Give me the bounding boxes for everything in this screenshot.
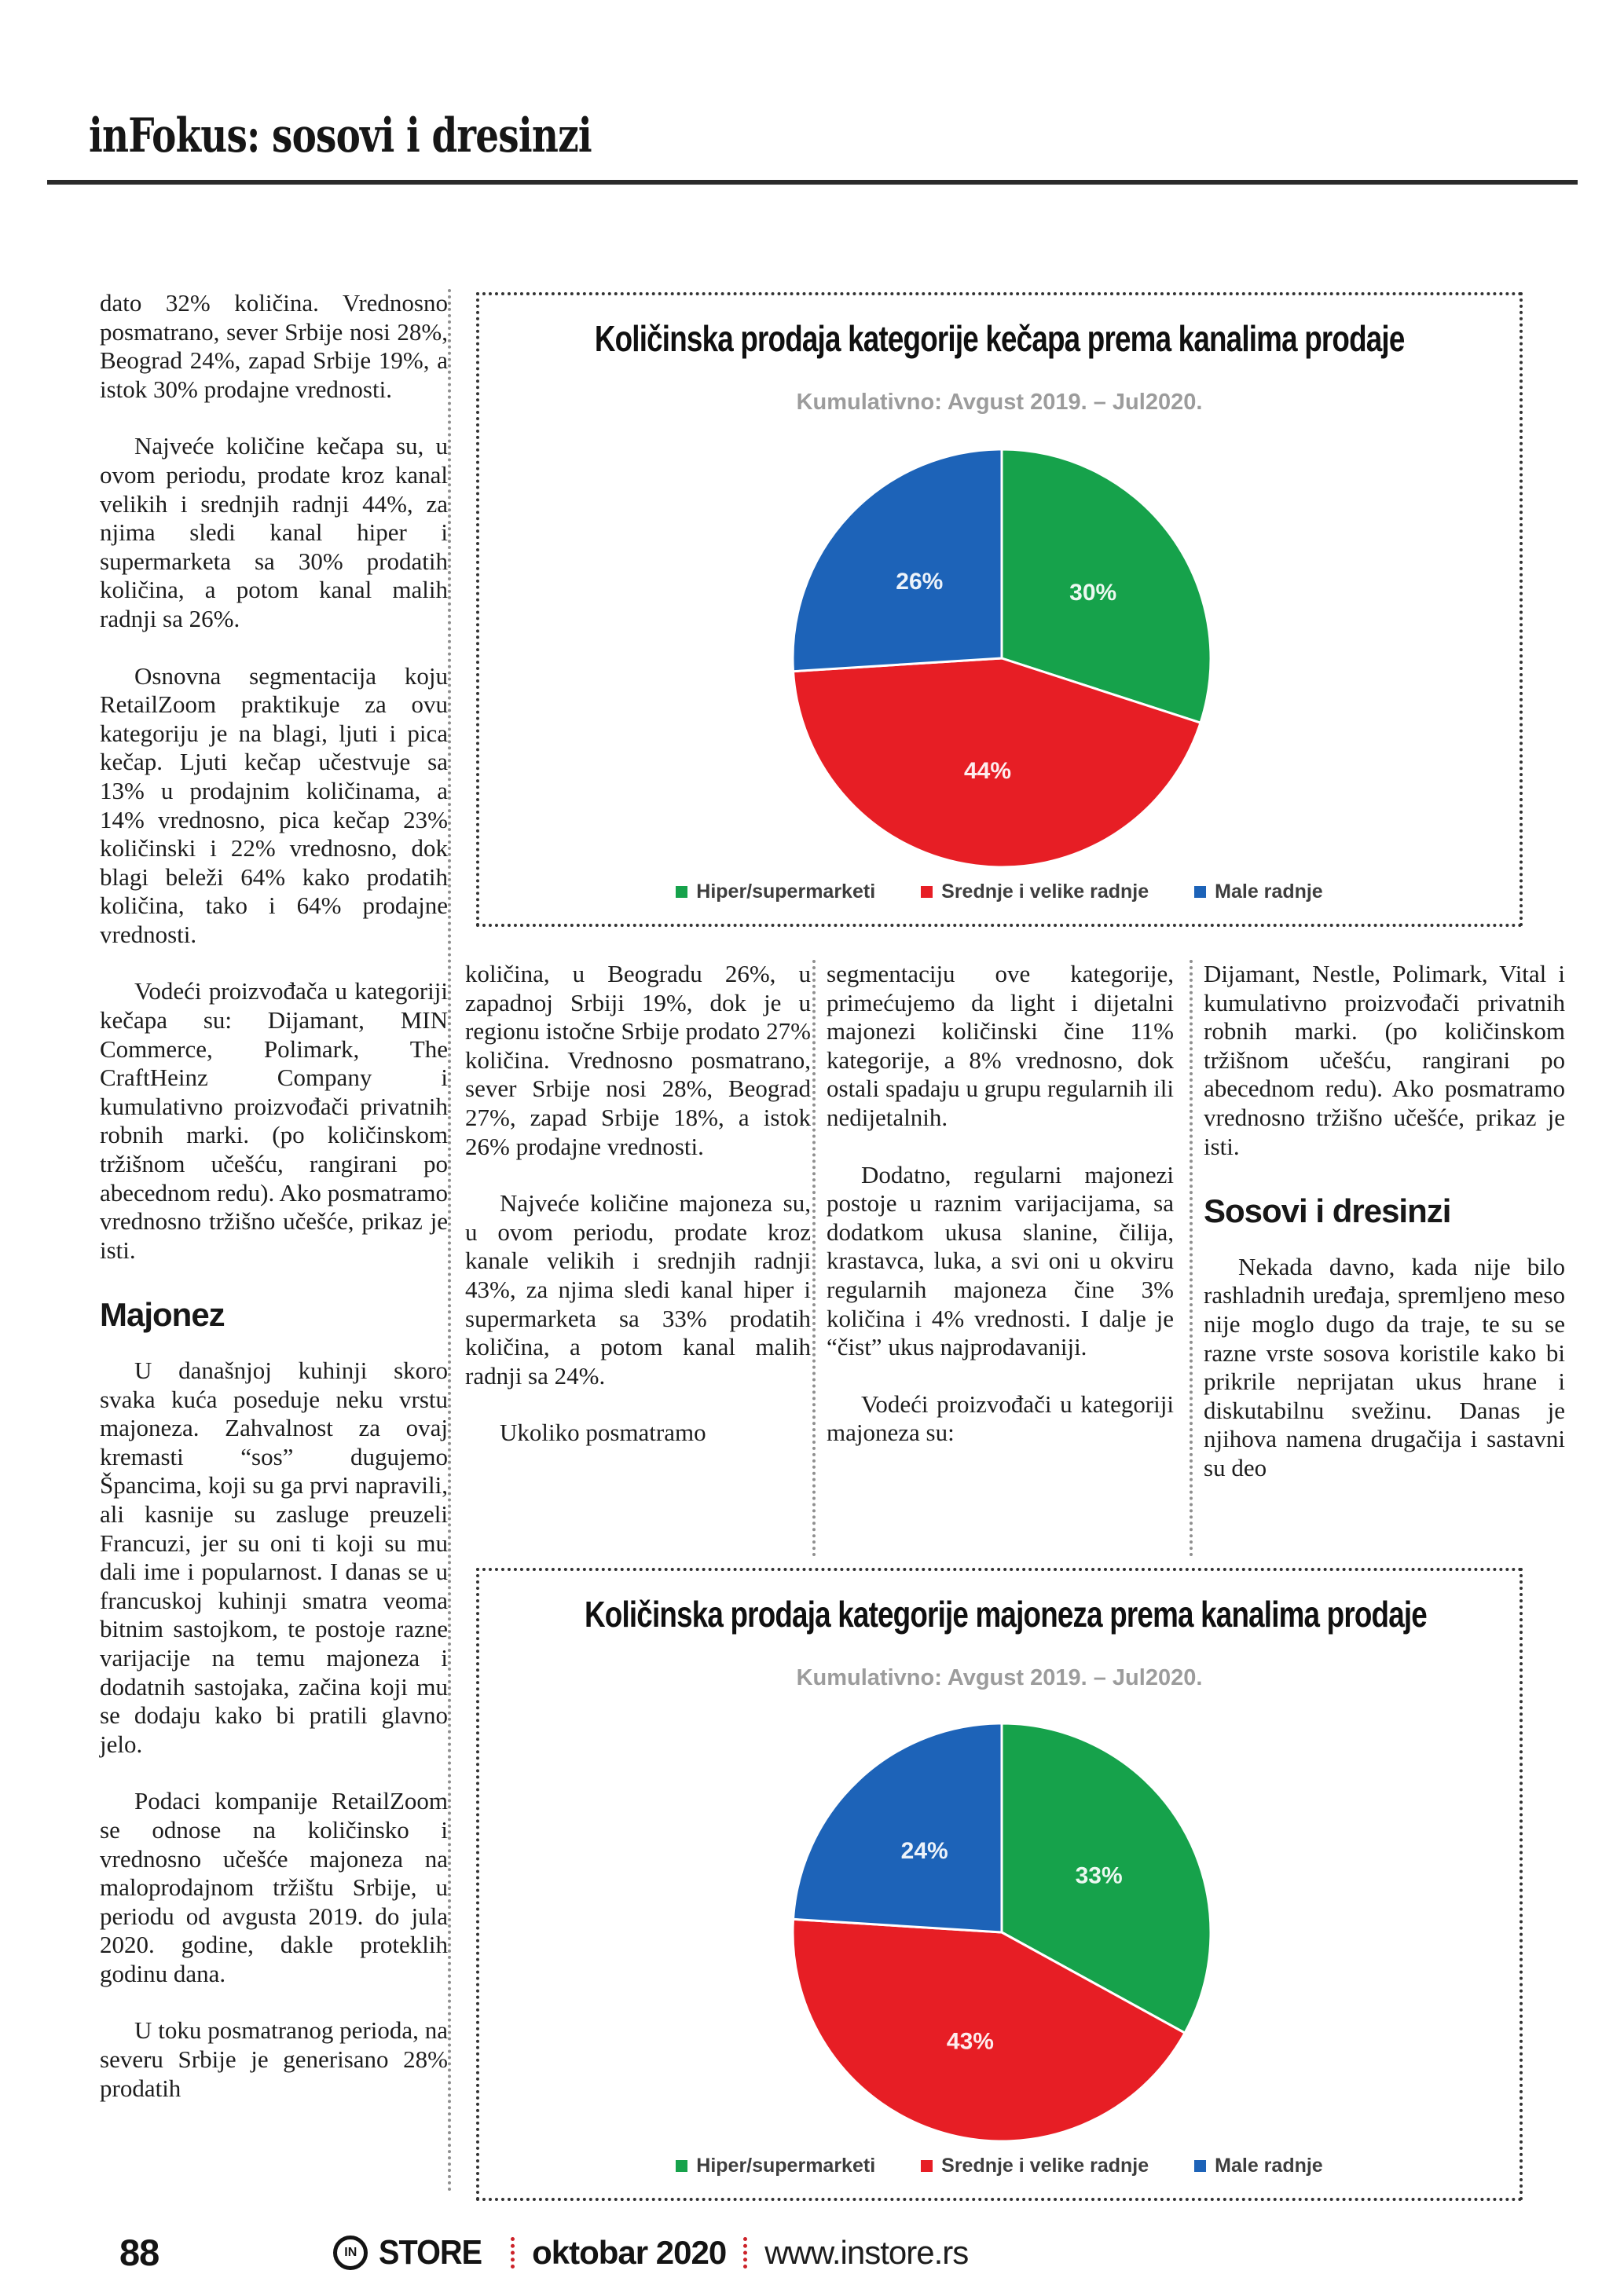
body-paragraph: dato 32% količina. Vrednosno posmatrano,… <box>100 289 448 403</box>
body-paragraph: Ukoliko posmatramo <box>500 1419 706 1447</box>
legend-item: Srednje i velike radnje <box>921 881 1149 903</box>
page-footer: 88 IN STORE oktobar 2020 www.instore.rs <box>119 2231 969 2274</box>
body-paragraph: U današnjoj kuhinji skoro svaka kuća pos… <box>100 1357 448 1758</box>
legend-label: Hiper/supermarketi <box>696 881 876 903</box>
pie-value-label: 24% <box>901 1838 948 1864</box>
ketchup-chart-panel: Količinska prodaja kategorije kečapa pre… <box>476 292 1523 927</box>
body-paragraph: Dijamant, Nestle, Polimark, Vital i kumu… <box>1204 960 1565 1160</box>
pie-slice <box>1000 1722 1212 2035</box>
legend-item: Hiper/supermarketi <box>676 2155 875 2177</box>
legend-swatch-red <box>921 2160 933 2172</box>
subsection-heading-majonez: Majonez <box>100 1296 225 1334</box>
ketchup-pie-chart: 30% 44% 26% <box>791 448 1212 869</box>
legend-swatch-blue <box>1194 2160 1207 2172</box>
legend-swatch-green <box>676 2160 688 2172</box>
mayonnaise-pie-chart: 33% 43% 24% <box>791 1722 1212 2143</box>
body-paragraph: Podaci kompanije RetailZoom se odnose na… <box>100 1787 448 1987</box>
footer-separator <box>511 2236 515 2269</box>
instore-logo-icon: IN <box>333 2235 368 2270</box>
footer-separator <box>743 2236 748 2269</box>
body-paragraph: Osnovna segmentacija koju RetailZoom pra… <box>100 661 448 948</box>
pie-slice <box>791 657 1202 869</box>
right-column: Dijamant, Nestle, Polimark, Vital i kumu… <box>1204 960 1565 1483</box>
legend-item: Male radnje <box>1194 2155 1323 2177</box>
column-separator <box>812 960 816 1557</box>
magazine-brand: STORE <box>379 2232 482 2272</box>
body-paragraph: Vodeći proizvođača u kategoriji kečapa s… <box>100 977 448 1264</box>
body-paragraph: Najveće količine kečapa su, u ovom perio… <box>100 432 448 632</box>
body-paragraph: Dodatno, regularni majonezi postoje u ra… <box>827 1160 1174 1361</box>
website-url: www.instore.rs <box>764 2233 969 2271</box>
legend-swatch-blue <box>1194 886 1207 898</box>
legend-label: Hiper/supermarketi <box>696 2155 876 2177</box>
issue-date: oktobar 2020 <box>532 2233 727 2271</box>
pie-slice <box>791 1722 1003 1934</box>
legend-label: Srednje i velike radnje <box>941 2155 1149 2177</box>
pie-value-label: 30% <box>1069 580 1116 606</box>
page-title: inFokus: sosovi i dresinzi <box>89 108 592 163</box>
column-separator <box>448 289 451 2193</box>
body-paragraph: Najveće količine majoneza su, u ovom per… <box>465 1189 811 1390</box>
chart-subtitle: Kumulativno: Avgust 2019. – Jul2020. <box>796 390 1203 415</box>
chart-subtitle: Kumulativno: Avgust 2019. – Jul2020. <box>796 1665 1203 1690</box>
body-paragraph: U toku posmatranog perioda, na severu Sr… <box>100 2016 448 2102</box>
left-column: dato 32% količina. Vrednosno posmatrano,… <box>100 289 448 2103</box>
header-rule <box>47 180 1578 185</box>
body-paragraph: Nekada davno, kada nije bilo rashladnih … <box>1204 1252 1565 1481</box>
middle-column-2: segmentaciju ove kategorije, primećujemo… <box>827 960 1174 1448</box>
body-paragraph: količina, u Beogradu 26%, u zapadnoj Srb… <box>465 960 811 1160</box>
chart-title: Količinska prodaja kategorije majoneza p… <box>584 1594 1428 1635</box>
legend-item: Srednje i velike radnje <box>921 2155 1149 2177</box>
legend-swatch-red <box>921 886 933 898</box>
body-paragraph: segmentaciju ove kategorije, primećujemo… <box>827 960 1174 1131</box>
legend-label: Srednje i velike radnje <box>941 881 1149 903</box>
chart-title: Količinska prodaja kategorije kečapa pre… <box>594 318 1405 359</box>
pie-slice <box>1000 448 1212 725</box>
pie-value-label: 43% <box>947 2028 994 2054</box>
pie-value-label: 33% <box>1076 1862 1123 1888</box>
pie-slice <box>791 448 1003 673</box>
footer-brand-row: IN STORE oktobar 2020 www.instore.rs <box>333 2232 969 2272</box>
chart-legend: Hiper/supermarketi Srednje i velike radn… <box>479 881 1520 903</box>
pie-value-label: 26% <box>896 569 943 595</box>
legend-item: Hiper/supermarketi <box>676 881 875 903</box>
pie-value-label: 44% <box>964 758 1011 784</box>
legend-label: Male radnje <box>1215 2155 1323 2177</box>
body-paragraph: Vodeći proizvođači u kategoriji majoneza… <box>827 1390 1174 1447</box>
chart-legend: Hiper/supermarketi Srednje i velike radn… <box>479 2155 1520 2177</box>
page-number: 88 <box>119 2232 159 2273</box>
column-separator <box>1190 960 1193 1557</box>
middle-column-1: količina, u Beogradu 26%, u zapadnoj Srb… <box>465 960 811 1448</box>
pie-slice <box>791 1917 1187 2143</box>
legend-swatch-green <box>676 886 688 898</box>
legend-item: Male radnje <box>1194 881 1323 903</box>
legend-label: Male radnje <box>1215 881 1323 903</box>
section-header: inFokus: sosovi i dresinzi <box>89 108 733 163</box>
subsection-heading-sosovi: Sosovi i dresinzi <box>1204 1192 1451 1230</box>
mayonnaise-chart-panel: Količinska prodaja kategorije majoneza p… <box>476 1568 1523 2201</box>
